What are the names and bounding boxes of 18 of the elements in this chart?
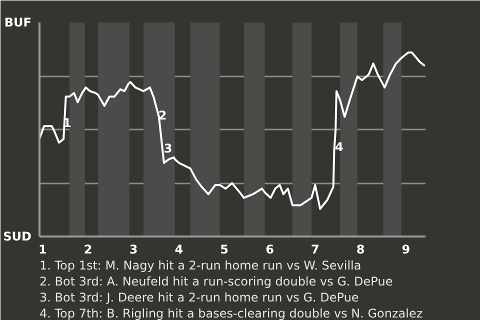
text: 2. Bot 3rd: A. Neufeld hit a run-scoring double vs G. DePue <box>40 274 393 288</box>
x-tick-label: 7 <box>310 242 320 256</box>
x-tick-label: 4 <box>174 242 184 256</box>
x-tick-label: 8 <box>356 242 365 256</box>
annotation: 3 <box>164 142 172 156</box>
annotation: 4 <box>335 140 344 154</box>
x-tick-label: 9 <box>402 242 410 256</box>
x-tick-label: 3 <box>129 242 138 256</box>
x-tick-label: 2 <box>84 242 92 256</box>
x-tick-label: 5 <box>220 242 229 256</box>
x-tick-label: 1 <box>38 242 47 256</box>
annotation: 2 <box>158 108 167 123</box>
text: SUD <box>3 230 32 244</box>
text: 4. Top 7th: B. Rigling hit a bases-clearing double vs N. Gonzalez <box>40 306 423 320</box>
text: 1. Top 1st: M. Nagy hit a 2-run home run vs W. Sevilla <box>40 258 362 272</box>
x-tick-label: 6 <box>266 242 274 256</box>
text: BUF <box>4 16 32 30</box>
text: 3. Bot 3rd: J. Deere hit a 2-run home run vs G. DePue <box>40 290 359 304</box>
